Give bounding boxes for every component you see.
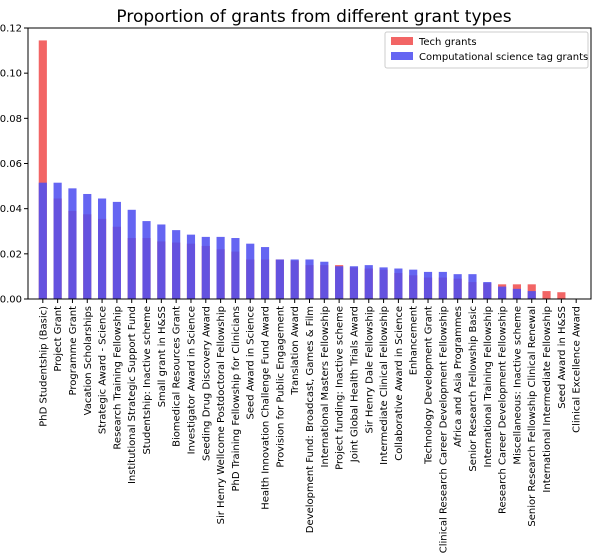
x-tick-label: Intermediate Clinical Fellowship <box>379 306 390 465</box>
bar-series0-35 <box>557 292 566 299</box>
x-tick-label: PhD Studentship (Basic) <box>38 306 49 427</box>
bar-series1-1 <box>53 182 62 299</box>
x-tick-label: Research Training Fellowship <box>112 306 123 450</box>
bar-series1-28 <box>453 274 462 299</box>
bar-series0-0 <box>38 40 47 299</box>
bar-series1-13 <box>231 238 240 299</box>
bar-series1-22 <box>364 265 373 299</box>
x-tick-label: Africa and Asia Programmes <box>453 306 464 447</box>
x-tick-label: Health Innovation Challenge Fund Award <box>261 306 272 510</box>
x-tick-label: Senior Research Fellowship Basic <box>468 306 479 472</box>
x-tick-label: Project funding: Inactive scheme <box>335 306 346 470</box>
bar-series1-18 <box>305 259 314 299</box>
bar-series1-10 <box>186 234 196 299</box>
x-axis: PhD Studentship (Basic) Project Grant Prog… <box>38 299 583 553</box>
bar-series1-9 <box>172 230 181 299</box>
legend-swatch-series1 <box>391 52 413 60</box>
bar-series1-7 <box>142 221 151 299</box>
bar-series1-16 <box>275 259 284 299</box>
x-tick-label: Sir Henry Wellcome Postdoctoral Fellowsh… <box>216 306 227 524</box>
x-tick-label: Miscellaneous: Inactive scheme <box>512 306 523 465</box>
y-tick-label: 0.10 <box>0 69 22 80</box>
x-tick-label: Enhancement <box>409 306 420 375</box>
bar-series1-0 <box>38 182 47 299</box>
bar-series1-23 <box>379 267 388 299</box>
y-tick-label: 0.12 <box>0 24 22 35</box>
bar-series1-2 <box>68 188 77 299</box>
x-tick-label: Seed Award in H&SS <box>557 306 568 409</box>
bar-series1-27 <box>438 271 447 299</box>
x-tick-label: Strategic Award - Science <box>98 306 109 434</box>
bar-series1-30 <box>483 282 492 299</box>
bar-series1-31 <box>498 286 507 299</box>
chart-title: Proportion of grants from different gran… <box>116 7 511 27</box>
bar-series1-24 <box>394 268 403 299</box>
y-tick-label: 0.02 <box>0 249 22 260</box>
bar-series1-14 <box>246 243 255 299</box>
x-tick-label: PhD Training Fellowship for Clinicians <box>231 306 242 491</box>
y-axis: 0.00 0.02 0.04 0.06 0.08 0.10 0.12 <box>0 24 28 306</box>
x-tick-label: Joint Global Health Trials Award <box>349 306 360 463</box>
y-tick-label: 0.06 <box>0 159 22 170</box>
bar-series1-19 <box>320 261 329 299</box>
x-tick-label: Translation Award <box>290 306 301 396</box>
bar-series1-5 <box>112 201 121 299</box>
x-tick-label: Project Grant <box>53 306 64 372</box>
x-tick-label: Programme Grant <box>68 306 79 396</box>
x-tick-label: International Training Fellowship <box>483 306 494 468</box>
y-tick-label: 0.08 <box>0 114 22 125</box>
legend-swatch-series0 <box>391 37 413 45</box>
bar-series1-15 <box>260 247 270 299</box>
x-tick-label: Clinical Excellence Award <box>572 306 583 433</box>
bar-series1-26 <box>423 271 433 299</box>
x-tick-label: Research Career Development Fellowship <box>498 306 509 514</box>
x-tick-label: Institutional Strategic Support Fund <box>127 306 138 484</box>
x-tick-label: Seeding Drug Discovery Award <box>201 306 212 461</box>
x-tick-label: Seed Award in Science <box>246 306 257 419</box>
bar-series1-21 <box>349 266 359 299</box>
bar-series1-17 <box>290 259 299 299</box>
plot-frame <box>27 27 592 300</box>
x-tick-label: International Intermediate Fellowship <box>542 306 553 493</box>
legend-label-series1: Computational science tag grants <box>419 52 588 63</box>
y-tick-label: 0.04 <box>0 204 22 215</box>
bar-series1-4 <box>98 198 107 299</box>
bars-layer <box>38 40 566 299</box>
legend: Tech grants Computational science tag gra… <box>384 31 589 69</box>
bar-series1-12 <box>216 236 225 299</box>
bar-series1-11 <box>201 236 210 299</box>
bar-series1-25 <box>409 269 418 299</box>
x-tick-label: Senior Research Fellowship Clinical Rene… <box>527 306 538 527</box>
bar-series1-3 <box>83 193 92 299</box>
x-tick-label: Small grant in H&SS <box>157 306 168 407</box>
x-tick-label: Collaborative Award in Science <box>394 306 405 461</box>
x-tick-label: Technology Development Grant <box>424 306 435 465</box>
x-tick-label: Vacation Scholarships <box>83 306 94 415</box>
legend-box <box>384 31 589 69</box>
y-tick-label: 0.00 <box>0 295 22 306</box>
x-tick-label: Development Fund: Broadcast, Games & Fil… <box>305 306 316 533</box>
bar-series0-34 <box>542 291 551 299</box>
x-tick-label: International Masters Fellowship <box>320 306 331 467</box>
bar-series1-32 <box>512 288 521 299</box>
x-tick-label: Provision for Public Engagement <box>275 306 286 468</box>
x-tick-label: Investigator Award in Science <box>186 306 197 454</box>
bar-series1-8 <box>157 224 166 299</box>
bar-series1-6 <box>127 209 136 299</box>
bar-series1-33 <box>527 291 536 299</box>
x-tick-label: Sir Henry Dale Fellowship <box>364 306 375 433</box>
bar-series1-20 <box>335 266 344 299</box>
bar-series1-29 <box>468 274 477 299</box>
x-tick-label: Studentship: Inactive scheme <box>142 306 153 455</box>
legend-label-series0: Tech grants <box>418 37 477 48</box>
x-tick-label: Biomedical Resources Grant <box>172 306 183 447</box>
x-tick-label: Clinical Research Career Development Fel… <box>438 306 449 553</box>
